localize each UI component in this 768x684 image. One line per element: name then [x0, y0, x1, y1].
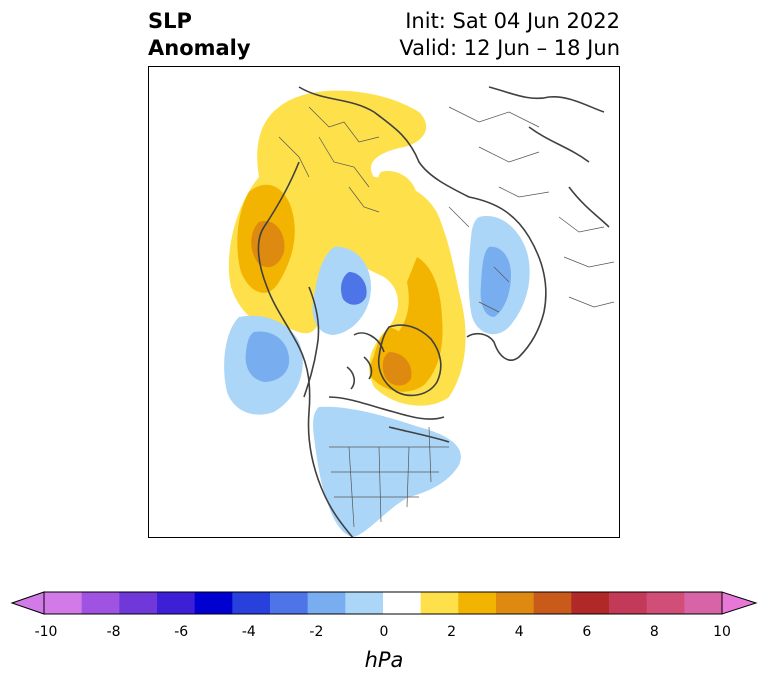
colorbar-tick-label: 4: [514, 624, 524, 640]
colorbar-bin: [232, 592, 271, 614]
colorbar-bin: [458, 592, 497, 614]
coastline-greenland: [377, 324, 442, 397]
colorbar-bin: [609, 592, 648, 614]
colorbar-scale: [10, 591, 758, 615]
colorbar-bin: [119, 592, 158, 614]
colorbar-tick-label: -4: [241, 624, 256, 640]
colorbar-tick-label: -10: [34, 624, 58, 640]
colorbar-bin: [157, 592, 196, 614]
colorbar-tick-label: 6: [582, 624, 592, 640]
anomaly-scandinavia: [377, 171, 418, 215]
anomaly-siberia-low-core: [480, 246, 511, 317]
political-borders: [278, 106, 615, 528]
colorbar-extend-low: [10, 591, 45, 615]
forecast-dates: Init: Sat 04 Jun 2022 Valid: 12 Jun – 18…: [399, 8, 620, 62]
colorbar-unit-label: hPa: [364, 648, 404, 672]
valid-range-label: Valid: 12 Jun – 18 Jun: [399, 36, 620, 60]
coastline-canada-archipelago: [346, 332, 385, 390]
colorbar-tick-label: 2: [447, 624, 457, 640]
colorbar-bin: [571, 592, 610, 614]
init-date-label: Init: Sat 04 Jun 2022: [405, 9, 620, 33]
colorbar-tick-label: 0: [379, 624, 389, 640]
colorbar-bin: [44, 592, 83, 614]
colorbar-tick-label: -2: [309, 624, 324, 640]
colorbar-bin: [307, 592, 346, 614]
colorbar-tick-label: -8: [106, 624, 121, 640]
anomaly-greenland-max: [382, 352, 412, 386]
colorbar-extend-high: [721, 591, 758, 615]
anomaly-polar-low-core: [341, 272, 367, 305]
colorbar-bin: [383, 592, 422, 614]
colorbar-bin: [194, 592, 233, 614]
colorbar-bin: [533, 592, 572, 614]
colorbar-bin: [646, 592, 685, 614]
anomaly-pacific-low-core: [245, 331, 290, 382]
slp-anomaly-map: [224, 86, 615, 537]
colorbar-tick-label: -6: [174, 624, 189, 640]
coastline-siberia: [488, 86, 610, 228]
map-panel: [148, 66, 620, 538]
colorbar-bin: [81, 592, 120, 614]
colorbar-outline: [43, 591, 723, 615]
colorbar: -10 -8 -6 -4 -2 0 2 4 6 8 10 hPa: [10, 590, 758, 680]
colorbar-tick-label: 8: [649, 624, 659, 640]
colorbar-bin: [496, 592, 535, 614]
colorbar-bin: [420, 592, 459, 614]
colorbar-bin: [345, 592, 384, 614]
coastline-eurasia: [298, 86, 547, 361]
colorbar-tick-label: 10: [713, 624, 731, 640]
coastline-hudson: [328, 396, 450, 443]
coastline-pacific: [303, 286, 320, 398]
colorbar-bin: [270, 592, 309, 614]
border-lines: [278, 106, 615, 528]
coastline-north-america: [257, 161, 354, 537]
coastlines: [257, 86, 610, 537]
colorbar-bin: [684, 592, 723, 614]
map-title: SLP Anomaly: [148, 9, 251, 60]
